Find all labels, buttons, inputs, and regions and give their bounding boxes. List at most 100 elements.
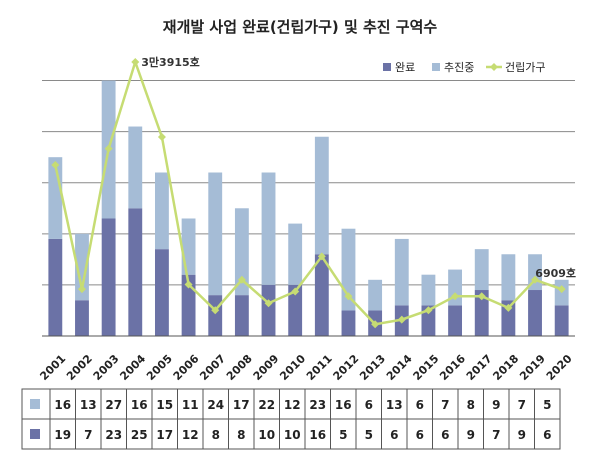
line-point (397, 315, 406, 324)
x-tick-label: 2015 (411, 352, 442, 383)
table-cell: 16 (131, 398, 148, 412)
bar-completed (314, 254, 329, 336)
bar-completed (48, 238, 63, 336)
x-tick-label: 2007 (197, 352, 228, 383)
bar-completed (234, 295, 249, 336)
table-cell: 17 (233, 398, 250, 412)
table-cell: 16 (335, 398, 352, 412)
x-tick-label: 2009 (251, 352, 282, 383)
table-cell: 9 (467, 428, 475, 442)
table-row (21, 418, 561, 450)
table-cell: 9 (518, 428, 526, 442)
bar-completed (421, 305, 436, 336)
table-cell: 9 (492, 398, 500, 412)
line-point (557, 285, 566, 294)
table-cell: 12 (182, 428, 199, 442)
legend-label-buildings: 건립가구 (505, 61, 545, 74)
table-cell: 8 (467, 398, 475, 412)
x-tick-label: 2011 (304, 352, 335, 383)
bar-completed (474, 290, 489, 336)
table-cell: 24 (207, 398, 224, 412)
x-tick-label: 2001 (37, 352, 68, 383)
line-buildings (54, 58, 563, 326)
x-tick-label: 2016 (437, 352, 468, 383)
bar-in-progress (261, 172, 276, 285)
line-point (131, 58, 140, 67)
table-cell: 5 (339, 428, 347, 442)
bar-in-progress (234, 208, 249, 296)
line-point (371, 320, 380, 329)
x-tick-label: 2006 (171, 352, 202, 383)
table-cell: 19 (54, 428, 71, 442)
bar-in-progress (181, 218, 196, 275)
x-tick-label: 2010 (277, 352, 308, 383)
bar-completed (181, 274, 196, 336)
table-cell: 16 (309, 428, 326, 442)
bar-completed (101, 218, 116, 336)
x-tick-label: 2017 (464, 352, 495, 383)
line-point (211, 306, 220, 315)
bar-in-progress (154, 172, 169, 250)
x-tick-label: 2014 (384, 352, 415, 383)
x-tick-label: 2008 (224, 352, 255, 383)
bar-in-progress (75, 233, 89, 301)
table-cell: 16 (54, 398, 71, 412)
table-cell: 7 (492, 428, 500, 442)
table-cell: 8 (237, 428, 245, 442)
table-cell: 27 (105, 398, 122, 412)
bar-in-progress (394, 238, 409, 306)
table-cell: 10 (284, 428, 301, 442)
line-point (344, 292, 353, 301)
table-cell: 12 (284, 398, 301, 412)
table-cell: 7 (441, 398, 449, 412)
x-tick-label: 2002 (64, 352, 95, 383)
bar-completed (75, 300, 89, 336)
table-cell: 6 (416, 398, 424, 412)
bar-in-progress (128, 126, 143, 209)
table-cell: 6 (441, 428, 449, 442)
x-tick-label: 2005 (144, 352, 175, 383)
table-cell: 22 (258, 398, 275, 412)
bar-in-progress (368, 279, 383, 311)
line-point (264, 299, 273, 308)
line-point (157, 132, 166, 141)
bar-completed (208, 295, 223, 336)
table-cell: 17 (156, 428, 173, 442)
bar-completed (554, 305, 569, 336)
bar-completed (128, 208, 143, 336)
bar-completed (528, 290, 542, 336)
table-cell: 13 (386, 398, 403, 412)
x-tick-label: 2004 (117, 352, 148, 383)
bar-completed (288, 284, 303, 336)
line-point (237, 275, 246, 284)
x-tick-label: 2012 (331, 352, 362, 383)
line-point (291, 287, 300, 296)
table-legend-swatch (30, 399, 40, 409)
bar-in-progress (501, 254, 516, 301)
table-cell: 8 (212, 428, 220, 442)
table-cell: 11 (182, 398, 199, 412)
legend-swatch-in-progress (432, 63, 440, 71)
line-point (51, 161, 60, 170)
line-point (317, 252, 326, 261)
line-point (504, 303, 513, 312)
legend-label-completed: 완료 (395, 61, 415, 74)
legend-swatch-completed (383, 63, 391, 71)
table-cell: 6 (365, 398, 373, 412)
bar-completed (341, 310, 356, 336)
x-tick-label: 2018 (490, 352, 521, 383)
chart-title: 재개발 사업 완료(건립가구) 및 추진 구역수 (163, 18, 438, 36)
table-cell: 7 (84, 428, 92, 442)
bar-completed (154, 249, 169, 336)
x-tick-label: 2013 (357, 352, 388, 383)
table-cell: 13 (80, 398, 97, 412)
table-cell: 6 (543, 428, 551, 442)
x-tick-label: 2003 (91, 352, 122, 383)
line-point (424, 306, 433, 315)
annotation-peak: 3만3915호 (141, 55, 200, 69)
bar-completed (501, 300, 516, 336)
bar-in-progress (288, 223, 303, 285)
table-cell: 15 (156, 398, 173, 412)
x-tick-label: 2019 (517, 352, 548, 383)
